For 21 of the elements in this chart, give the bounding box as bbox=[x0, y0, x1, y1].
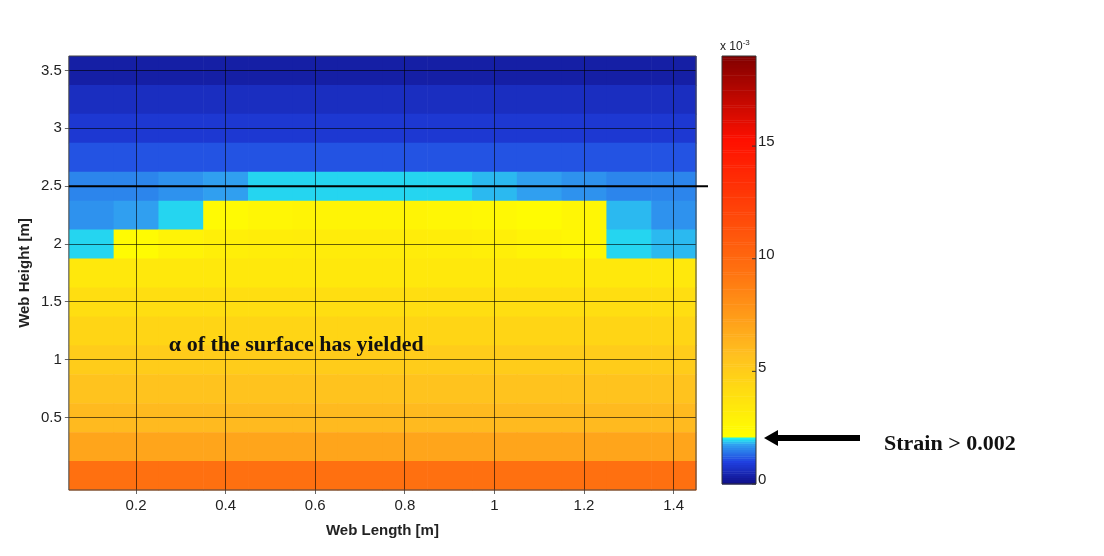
y-tick-label: 0.5 bbox=[40, 407, 62, 425]
x-tick-label: 1.2 bbox=[573, 496, 595, 514]
x-axis-title: Web Length [m] bbox=[325, 521, 439, 539]
color-bar-label: 0 bbox=[758, 470, 767, 488]
color-bar-label: 10 bbox=[758, 244, 775, 262]
y-tick-label: 2.5 bbox=[40, 176, 62, 194]
y-tick-label: 1.5 bbox=[40, 292, 62, 310]
x-tick-label: 1.4 bbox=[663, 496, 685, 514]
x-tick-label: 0.6 bbox=[304, 496, 326, 514]
text: Strain > 0.002 bbox=[884, 429, 1016, 455]
color-bar-label: 15 bbox=[758, 132, 775, 150]
y-tick-label: 1 bbox=[53, 349, 62, 367]
x-tick-label: 0.8 bbox=[394, 496, 416, 514]
y-tick-label: 3.5 bbox=[40, 60, 62, 78]
color-bar-label: 5 bbox=[758, 357, 767, 375]
x-tick-label: 0.2 bbox=[125, 496, 147, 514]
x-tick-label: 1 bbox=[490, 496, 499, 514]
y-tick-label: 3 bbox=[53, 118, 62, 136]
x-tick-label: 0.4 bbox=[215, 496, 237, 514]
y-tick-label: 2 bbox=[53, 234, 62, 252]
y-axis-title: Web Height [m] bbox=[15, 218, 33, 328]
